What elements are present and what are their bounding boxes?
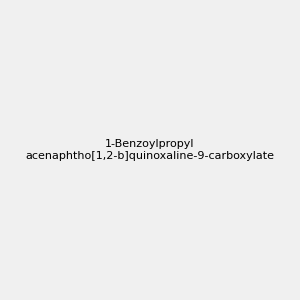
Text: 1-Benzoylpropyl acenaphtho[1,2-b]quinoxaline-9-carboxylate: 1-Benzoylpropyl acenaphtho[1,2-b]quinoxa…	[26, 139, 275, 161]
